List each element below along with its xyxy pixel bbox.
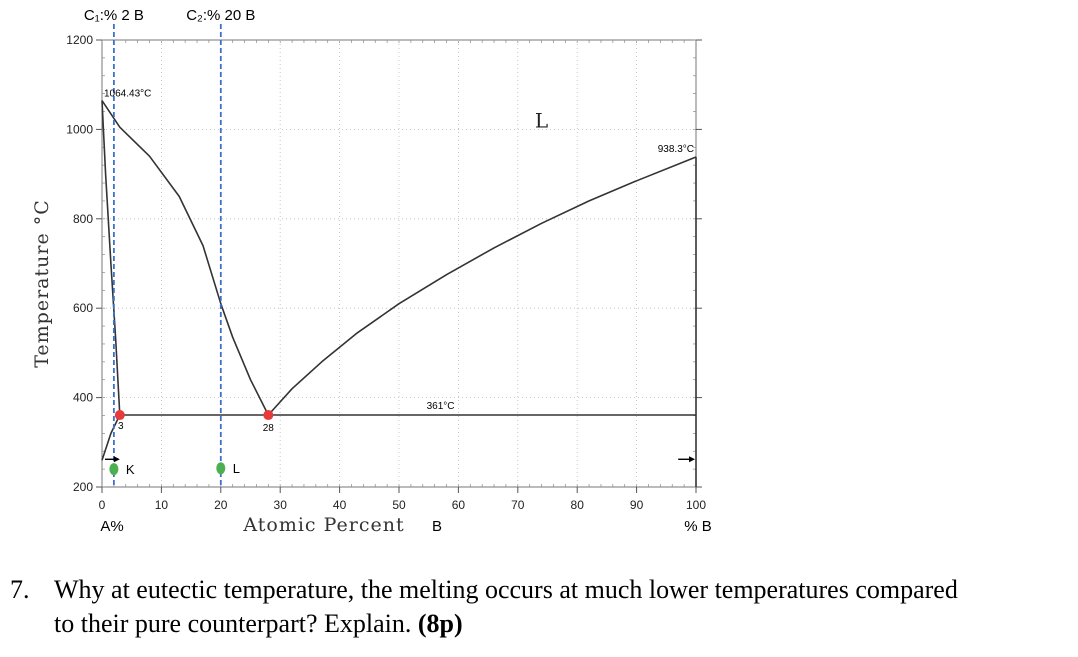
y-tick-label: 200 [73,480,93,494]
melting-point-a-label: 1064.43°C [104,89,151,100]
y-tick-label: 400 [73,391,93,405]
eutectic-point-2 [263,410,274,421]
phase-diagram-chart: 0 10 20 30 40 50 60 70 80 90 100 200 400 600 800 1000 12… [31,7,712,536]
state-point-label-l: L [233,461,240,476]
x-tick-label: 70 [511,498,525,512]
liquidus-left-curve [101,100,270,416]
question-line-2: to their pure counterpart? Explain. [54,609,412,638]
y-tick-label: 1200 [66,33,93,47]
y-axis-label: Temperature °C [31,199,53,368]
y-tick-label: 800 [73,212,93,226]
question-points: (8p) [417,609,463,638]
question-text: 7. Why at eutectic temperature, the melti… [10,573,1070,641]
solubility-limit-label: 3 [118,421,124,432]
x-tick-label: 50 [392,498,406,512]
x-axis-label-suffix: B [432,518,442,535]
liquidus-right-curve [267,156,697,416]
eutectic-composition-label: 28 [263,423,275,434]
x-tick-label: 80 [571,498,585,512]
melting-point-b-label: 938.3°C [658,144,694,155]
liquid-region-label: L [535,108,548,132]
x-tick-label: 0 [99,498,106,512]
question-line-1: Why at eutectic temperature, the melting… [54,575,958,604]
state-point-l [216,462,226,475]
x-right-label: % B [684,518,712,535]
left-arrow-head-icon [113,456,120,463]
eutectic-temp-label: 361°C [427,401,455,412]
question-number: 7. [10,575,30,604]
solidus-curve [101,100,121,416]
solvus-curve [101,414,121,461]
state-point-k [109,463,119,476]
x-axis-label: Atomic Percent [242,514,404,536]
eutectic-point-1 [114,410,125,421]
x-tick-label: 30 [274,498,288,512]
x-tick-label: 10 [155,498,169,512]
plot-frame [101,39,697,488]
x-tick-label: 100 [686,498,706,512]
x-left-label: A% [100,518,123,535]
composition-label-1: C₁:% 2 B [84,7,144,24]
y-tick-label: 600 [73,301,93,315]
x-tick-label: 40 [333,498,347,512]
state-point-label-k: K [126,462,135,477]
composition-label-2: C₂:% 20 B [186,7,255,24]
x-tick-label: 20 [214,498,228,512]
x-tick-label: 60 [452,498,466,512]
x-tick-label: 90 [630,498,644,512]
right-arrow-head-icon [689,456,696,463]
y-tick-label: 1000 [66,122,93,136]
